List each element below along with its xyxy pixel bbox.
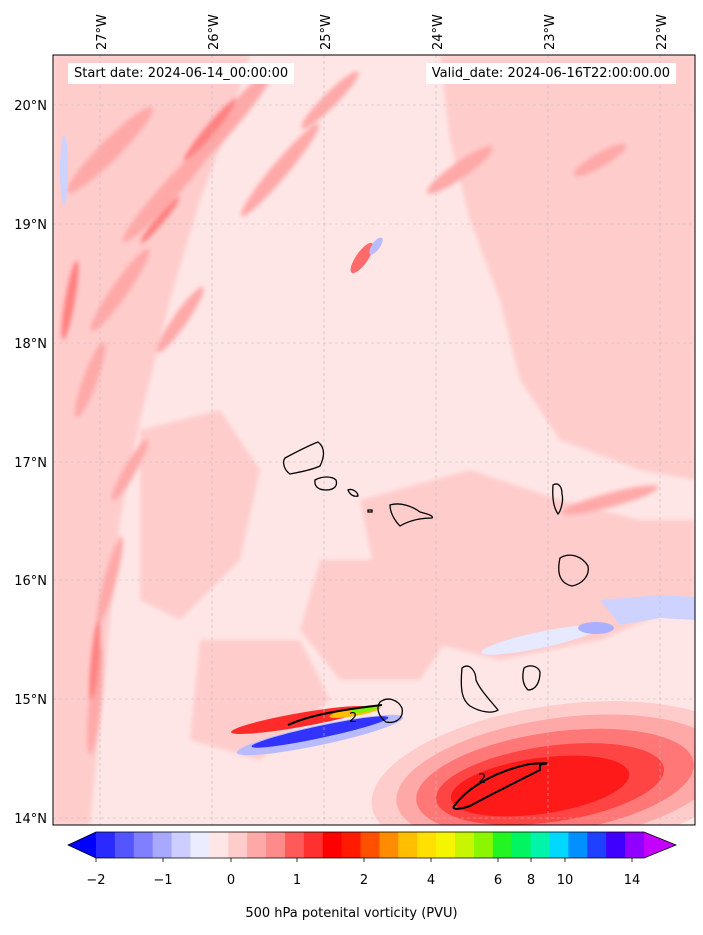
colorbar-tick-labels: −2 −1 0 1 2 4 6 8 10 14 [86,873,640,888]
colorbar-segment [341,832,362,858]
pv-streaks-northwest [66,66,659,755]
colorbar-segment [228,832,248,858]
latitude-labels: 20°N 19°N 18°N 17°N 16°N 15°N 14°N [14,99,47,827]
longitude-labels: 27°W 26°W 25°W 24°W 23°W 22°W [95,14,670,50]
island-sao-vicente [314,476,338,491]
island-branco [367,509,373,513]
colorbar-segment [625,832,645,858]
valid-date-label: Valid_date: 2024-06-16T22:00:00.00 [425,63,676,84]
island-sao-nicolau [389,503,434,527]
colorbar-extend-min [68,832,96,858]
colorbar-segment [398,832,418,858]
lon-label-26w: 26°W [207,14,222,50]
coastlines [283,441,589,724]
colorbar-segment [379,832,399,858]
colorbar-segment [133,832,154,858]
pv-strong-system-southeast [371,701,695,825]
colorbar-title: 500 hPa potenital vorticity (PVU) [245,906,458,921]
colorbar-segment [606,832,626,858]
pv-small-feature [350,242,374,274]
lon-label-27w: 27°W [95,14,110,50]
island-fogo [377,698,403,724]
lon-label-23w: 23°W [543,14,558,50]
pv-small-negative [369,237,383,255]
lon-label-25w: 25°W [319,14,334,50]
colorbar-segment [114,832,135,858]
start-date-label: Start date: 2024-06-14_00:00:00 [68,63,295,84]
colorbar-segment [303,832,324,858]
colorbar-segment [360,832,380,858]
colorbar-segment [549,832,569,858]
colorbar-segment [209,832,229,858]
lat-label-17n: 17°N [14,456,47,471]
lat-label-20n: 20°N [14,99,47,114]
colorbar-tick-label: 10 [557,873,574,888]
colorbar-extend-max [644,832,676,858]
lat-label-18n: 18°N [14,337,47,352]
lat-label-16n: 16°N [14,574,47,589]
colorbar-tick-label: 1 [293,873,301,888]
colorbar-segment [322,832,343,858]
colorbar-segment [492,832,513,858]
colorbar-tick-label: −2 [86,873,105,888]
colorbar-segment [284,832,305,858]
island-sal [552,483,564,516]
contour-label-southeast: 2 [478,772,486,787]
colorbar-segment [417,832,437,858]
colorbar-segment [266,832,286,858]
pv-light-pink-regions [53,55,695,825]
contour-label-filament: 2 [349,711,357,726]
colorbar-tick-label: 0 [227,873,235,888]
lon-label-22w: 22°W [655,14,670,50]
colorbar-segment [568,832,588,858]
lon-label-24w: 24°W [431,14,446,50]
colorbar-segment [152,832,173,858]
island-santa-luzia [347,488,359,497]
colorbar-segment [530,832,551,858]
pv-strong-streaks [61,99,236,700]
colorbar-tick-label: 2 [360,873,368,888]
island-boa-vista [558,554,589,587]
colorbar-segment [455,832,475,858]
graticule [53,55,695,825]
colorbar-tick-label: 4 [427,873,435,888]
colorbar-tick-label: 14 [624,873,641,888]
colorbar-tick-label: 6 [494,873,502,888]
colorbar-tick-label: 8 [527,873,535,888]
pv-contour-2-southeast [452,762,548,810]
colorbar-tick-label: −1 [153,873,172,888]
colorbar-segment [190,832,210,858]
lat-label-14n: 14°N [14,812,47,827]
colorbar-segment [473,832,494,858]
pv-negative-regions [60,135,695,655]
colorbar-segment [436,832,456,858]
lat-label-19n: 19°N [14,218,47,233]
colorbar-segment [96,832,116,858]
island-maio [522,665,541,691]
colorbar-segment [171,832,191,858]
colorbar-segment [247,832,267,858]
lat-label-15n: 15°N [14,693,47,708]
map-frame [52,54,696,826]
colorbar-segment [587,832,607,858]
island-santo-antao [283,441,325,475]
map-panel: 2 2 [53,55,695,825]
colorbar [67,831,678,862]
pv-filament-south [231,704,404,756]
colorbar-segment [511,832,532,858]
island-santiago [460,665,499,713]
